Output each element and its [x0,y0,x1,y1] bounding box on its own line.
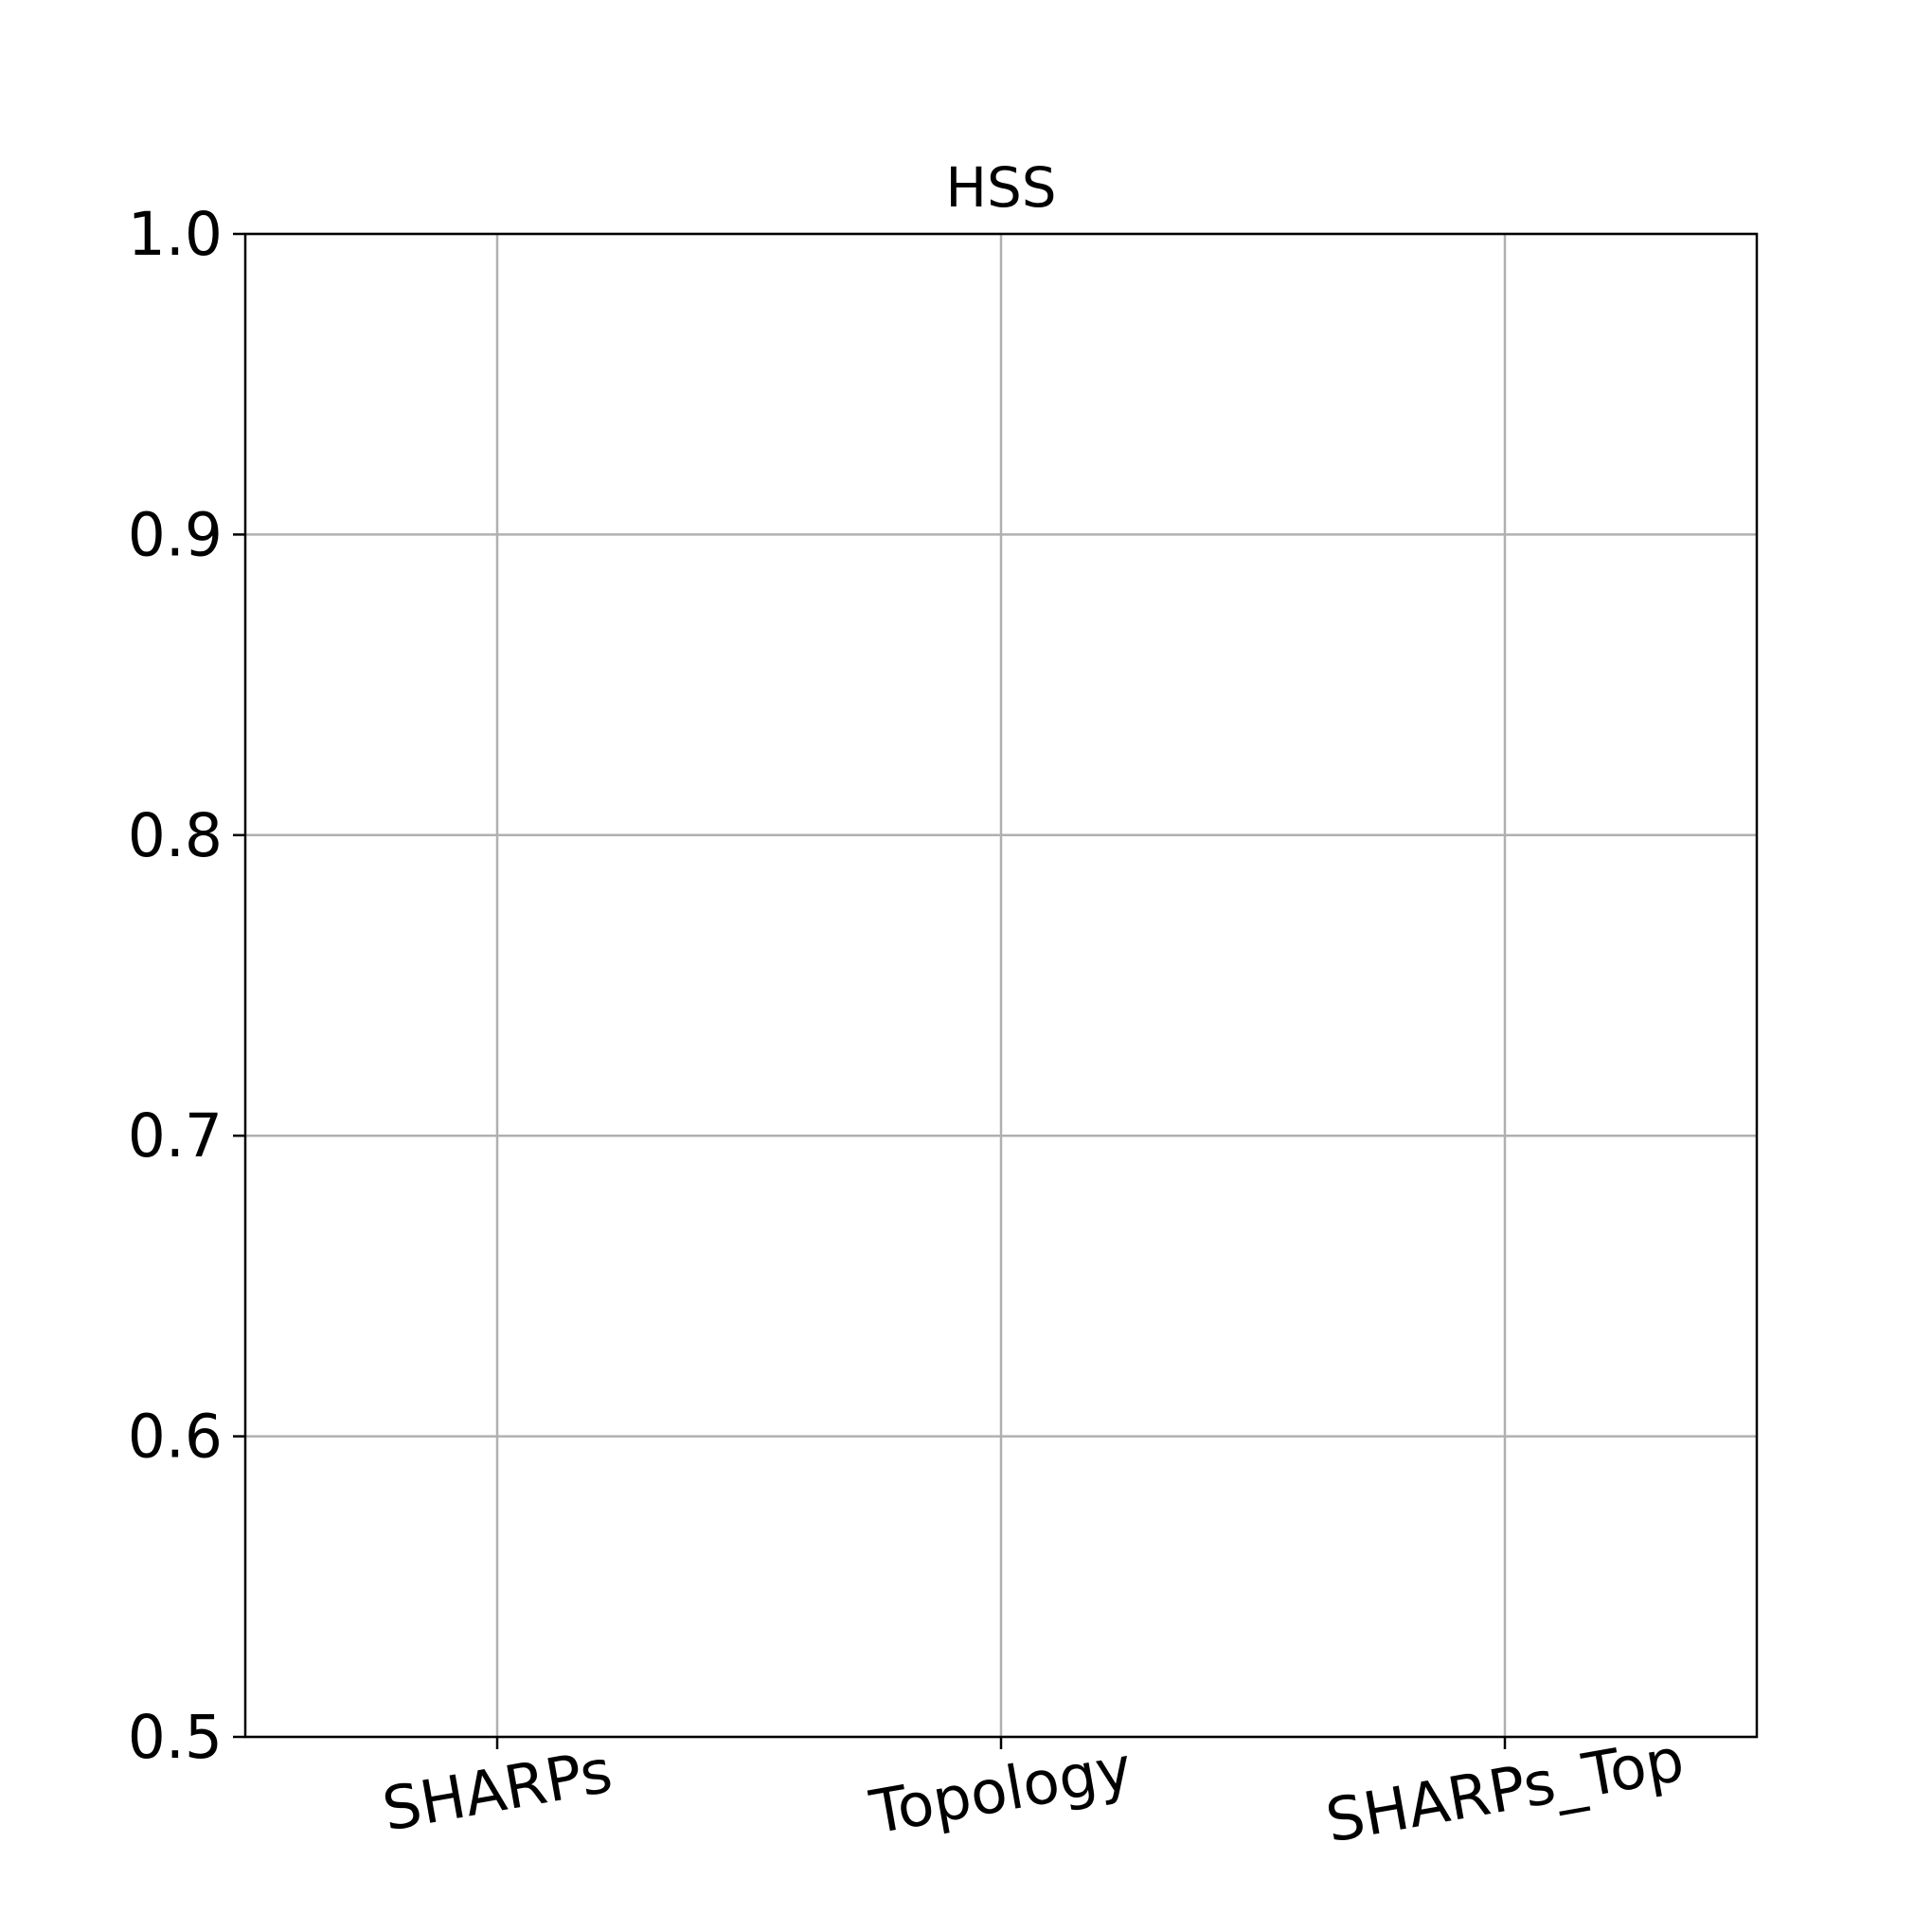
y-tick-label: 0.6 [128,1403,223,1472]
y-tick-label: 0.7 [128,1101,223,1171]
plot-frame [243,232,1759,1739]
chart-title: HSS [945,155,1056,220]
y-tick-label: 0.8 [128,801,223,870]
y-tick-label: 1.0 [128,200,223,269]
y-tick-label: 0.5 [128,1703,223,1772]
y-tick-label: 0.9 [128,500,223,569]
